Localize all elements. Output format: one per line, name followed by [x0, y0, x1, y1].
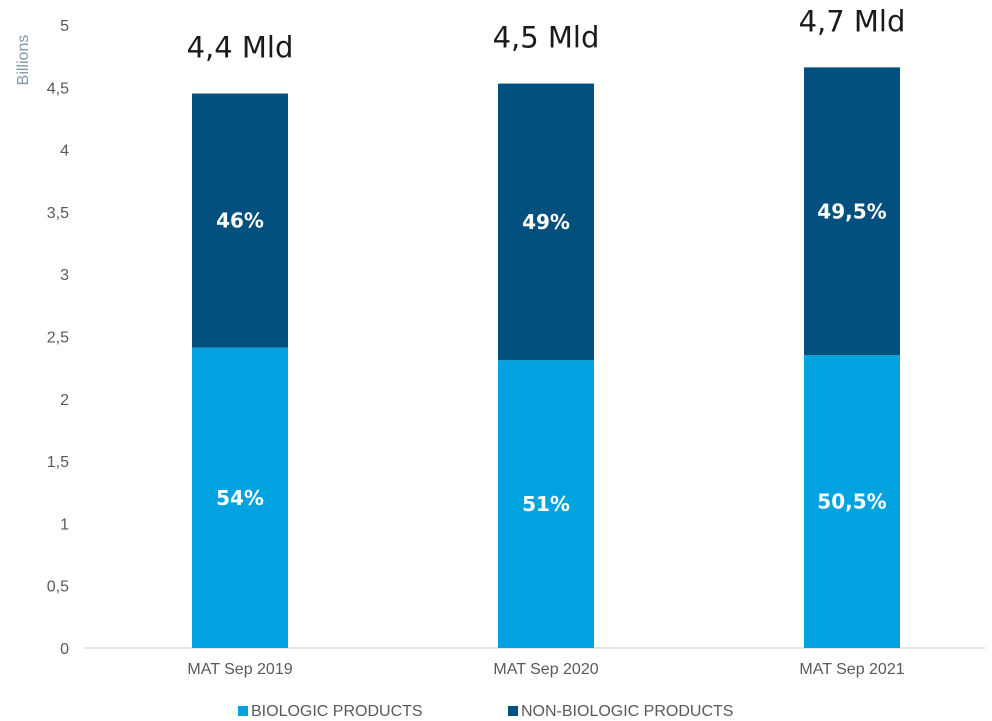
bar-segment-label: 50,5% — [817, 490, 886, 514]
y-tick-label: 0,5 — [47, 579, 69, 596]
y-tick-label: 2 — [60, 392, 69, 409]
bar-segment — [498, 83, 594, 361]
y-tick-label: 0 — [60, 641, 69, 658]
legend-label: NON-BIOLOGIC PRODUCTS — [521, 703, 733, 720]
y-tick-label: 2,5 — [47, 330, 69, 347]
bar-segment-label: 51% — [522, 492, 570, 516]
y-tick-label: 1,5 — [47, 454, 69, 471]
bar-total-label: 4,7 Mld — [799, 4, 906, 38]
bar-total-label: 4,4 Mld — [187, 31, 294, 65]
bar-segment — [804, 355, 900, 648]
y-tick-label: 1 — [60, 516, 69, 533]
legend-swatch — [508, 706, 518, 716]
legend: BIOLOGIC PRODUCTS NON-BIOLOGIC PRODUCTS — [238, 703, 733, 720]
x-tick-label: MAT Sep 2019 — [187, 661, 292, 678]
legend-item: NON-BIOLOGIC PRODUCTS — [508, 703, 733, 720]
bar-segment-label: 46% — [216, 209, 264, 233]
bar-segment-label: 54% — [216, 486, 264, 510]
y-tick-label: 3,5 — [47, 205, 69, 222]
legend-item: BIOLOGIC PRODUCTS — [238, 703, 423, 720]
x-axis-ticks: MAT Sep 2019 MAT Sep 2020 MAT Sep 2021 — [187, 661, 904, 678]
bar-segment — [192, 347, 288, 648]
bar-segment — [192, 93, 288, 348]
x-tick-label: MAT Sep 2020 — [493, 661, 598, 678]
y-tick-label: 4 — [60, 143, 69, 160]
bars: 54% 46% 4,4 Mld 51% 49% 4,5 Mld 50,5% 49,5% 4,7 … — [187, 4, 906, 648]
y-tick-label: 5 — [60, 18, 69, 35]
legend-label: BIOLOGIC PRODUCTS — [251, 703, 423, 720]
y-tick-label: 4,5 — [47, 80, 69, 97]
bar-segment — [804, 67, 900, 356]
bar-segment-label: 49,5% — [817, 199, 886, 223]
bar-total-label: 4,5 Mld — [493, 21, 600, 55]
bar-segment-label: 49% — [522, 210, 570, 234]
y-axis-label: Billions — [15, 35, 32, 86]
legend-swatch — [238, 706, 248, 716]
bar-segment — [498, 360, 594, 648]
x-tick-label: MAT Sep 2021 — [799, 661, 904, 678]
y-axis-ticks: 0 0,5 1 1,5 2 2,5 3 3,5 4 4,5 5 — [47, 18, 69, 658]
y-tick-label: 3 — [60, 267, 69, 284]
